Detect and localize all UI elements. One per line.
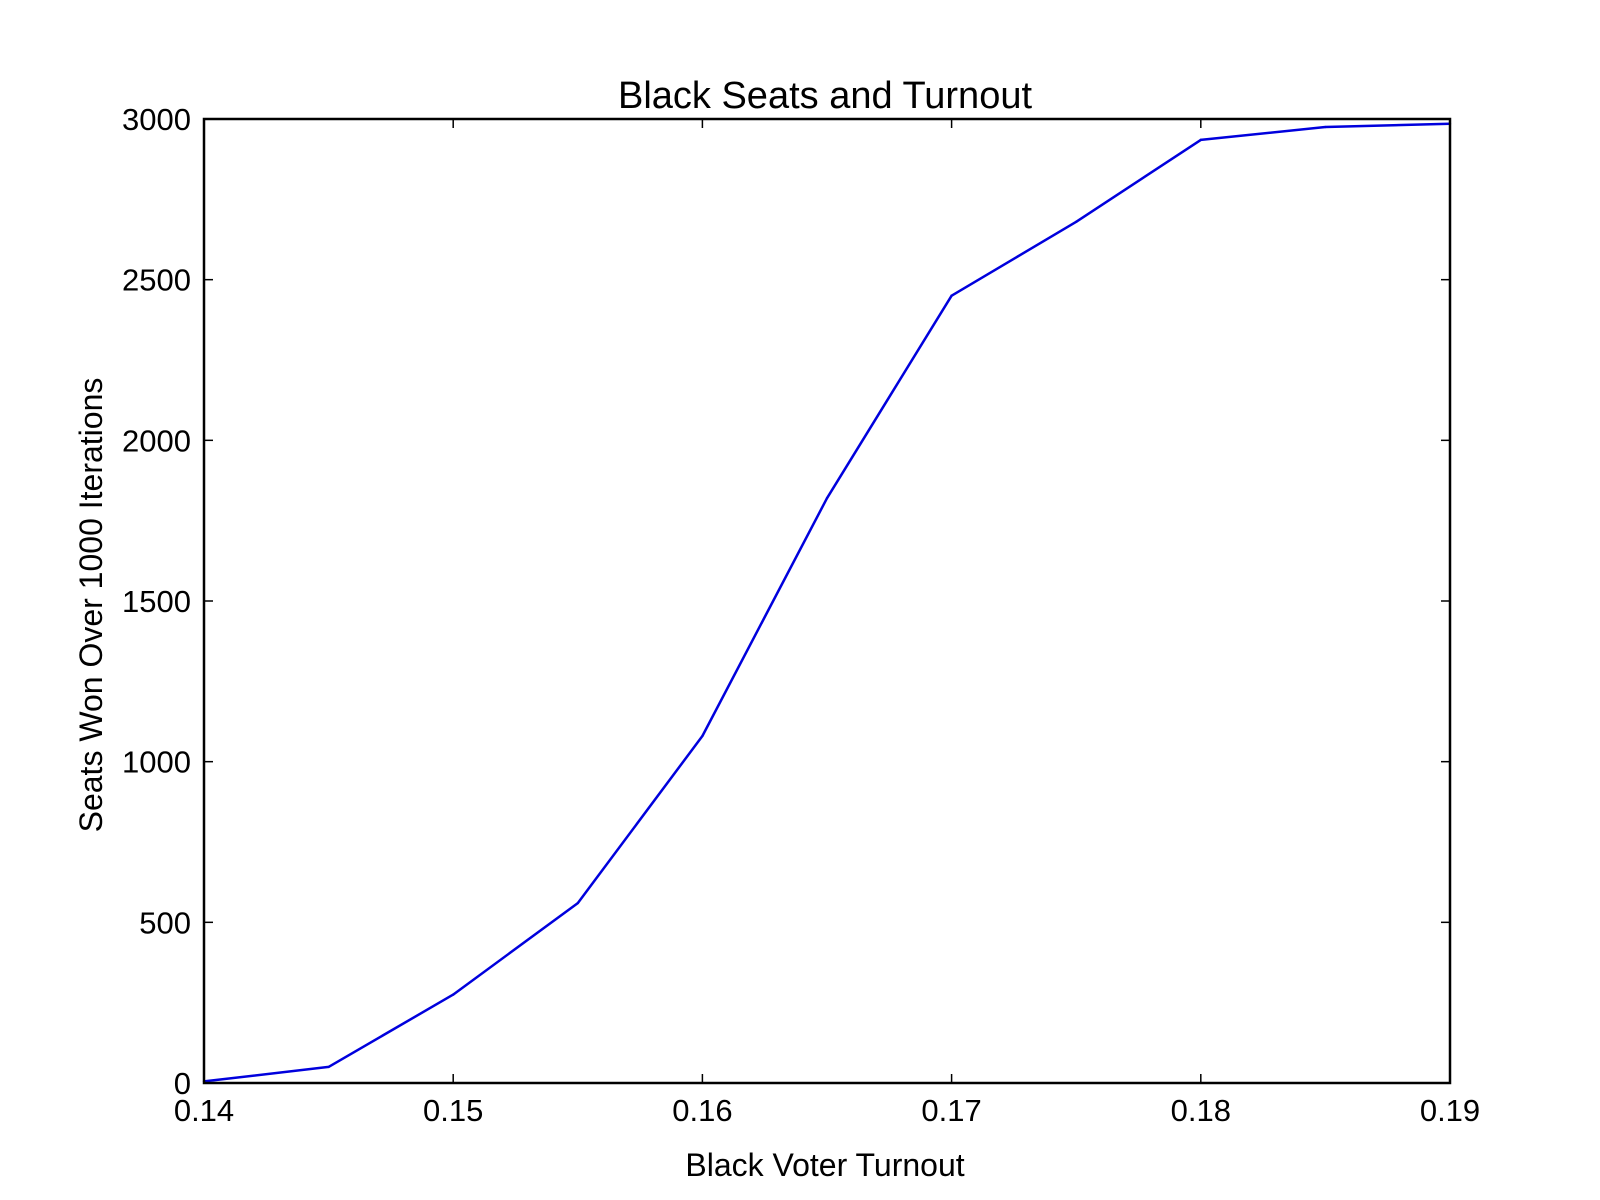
x-tick-label: 0.19 [1420, 1093, 1480, 1128]
y-tick-label: 0 [174, 1066, 191, 1101]
y-tick-label: 2000 [122, 423, 191, 458]
x-tick-label: 0.15 [423, 1093, 483, 1128]
data-point [701, 734, 704, 738]
chart-title: Black Seats and Turnout [618, 75, 1032, 117]
x-tick-label: 0.18 [1171, 1093, 1231, 1128]
y-tick-label: 500 [139, 905, 191, 940]
x-axis-ticks: 0.14 0.15 0.16 0.17 0.18 0.19 [174, 119, 1480, 1128]
x-axis-label: Black Voter Turnout [685, 1147, 964, 1183]
data-point [825, 496, 829, 500]
y-tick-label: 2500 [122, 263, 191, 298]
y-tick-label: 3000 [122, 102, 191, 137]
series-layer [202, 122, 1452, 1083]
plot-frame [202, 117, 1452, 1085]
x-tick-label: 0.17 [921, 1093, 981, 1128]
x-tick-label: 0.14 [174, 1093, 234, 1128]
y-tick-label: 1500 [122, 584, 191, 619]
data-point [576, 901, 579, 905]
y-axis-ticks: 0 500 1000 1500 2000 2500 3000 [122, 102, 1450, 1101]
data-point [452, 993, 455, 996]
y-axis-label: Seats Won Over 1000 Iterations [73, 378, 109, 833]
data-point [1324, 125, 1327, 129]
data-point [1075, 220, 1078, 224]
data-point [1199, 138, 1203, 142]
data-point [327, 1065, 330, 1069]
series-line-0 [203, 122, 1451, 1083]
data-point [950, 294, 953, 297]
x-tick-label: 0.16 [672, 1093, 732, 1128]
y-tick-label: 1000 [122, 745, 191, 780]
